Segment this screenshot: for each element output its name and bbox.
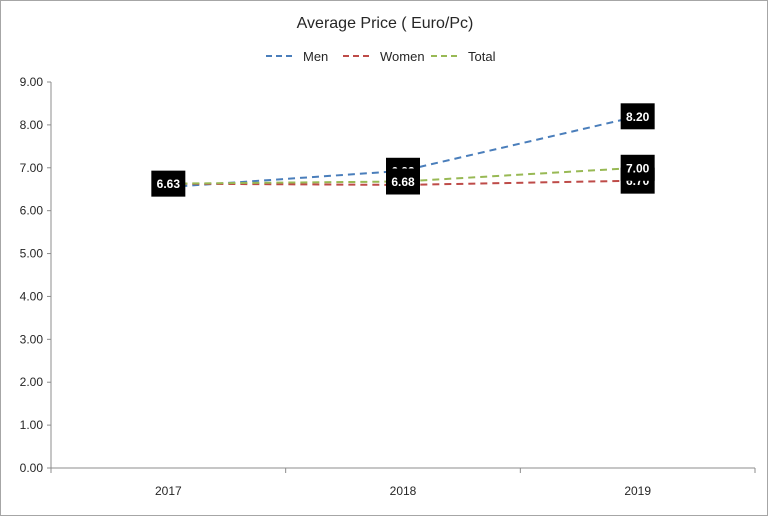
y-tick-label: 1.00	[20, 418, 44, 432]
chart-axes: 0.00 1.00 2.00 3.00 4.00 5.00 6.00 7.00 8.00 9.00…	[20, 75, 756, 498]
data-label: 7.00	[626, 161, 650, 175]
x-tick-label: 2019	[624, 484, 651, 498]
chart-legend: Men Women Total	[266, 49, 496, 64]
y-tick-label: 6.00	[20, 204, 44, 218]
data-label-box	[620, 154, 655, 181]
legend-label-total: Total	[468, 49, 496, 64]
data-label: 6.68	[391, 175, 415, 189]
data-label-box	[151, 170, 186, 197]
series-line-men	[168, 115, 638, 189]
chart-title: Average Price ( Euro/Pc)	[297, 15, 474, 32]
y-tick-label: 0.00	[20, 461, 44, 475]
y-tick-label: 2.00	[20, 375, 44, 389]
y-tick-label: 8.00	[20, 118, 44, 132]
data-label: 6.63	[157, 177, 181, 191]
x-tick-label: 2017	[155, 484, 182, 498]
x-tick-label: 2018	[390, 484, 417, 498]
legend-label-women: Women	[380, 49, 425, 64]
data-label-box	[386, 168, 420, 195]
y-tick-label: 9.00	[20, 75, 44, 89]
y-tick-label: 7.00	[20, 161, 44, 175]
y-tick-label: 4.00	[20, 289, 44, 303]
data-label-box	[620, 103, 655, 130]
legend-label-men: Men	[303, 49, 328, 64]
y-tick-label: 3.00	[20, 332, 44, 346]
y-tick-label: 5.00	[20, 247, 44, 261]
data-labels-layer: 6.938.206.706.636.687.00	[151, 103, 655, 197]
data-label: 8.20	[626, 110, 650, 124]
